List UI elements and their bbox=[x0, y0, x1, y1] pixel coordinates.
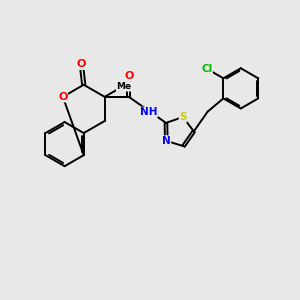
Text: NH: NH bbox=[140, 107, 157, 117]
Text: O: O bbox=[77, 59, 86, 69]
Text: O: O bbox=[58, 92, 68, 102]
Text: Me: Me bbox=[116, 82, 131, 91]
Text: O: O bbox=[124, 71, 134, 81]
Text: N: N bbox=[162, 136, 171, 146]
Text: S: S bbox=[179, 112, 187, 122]
Text: Cl: Cl bbox=[201, 64, 212, 74]
